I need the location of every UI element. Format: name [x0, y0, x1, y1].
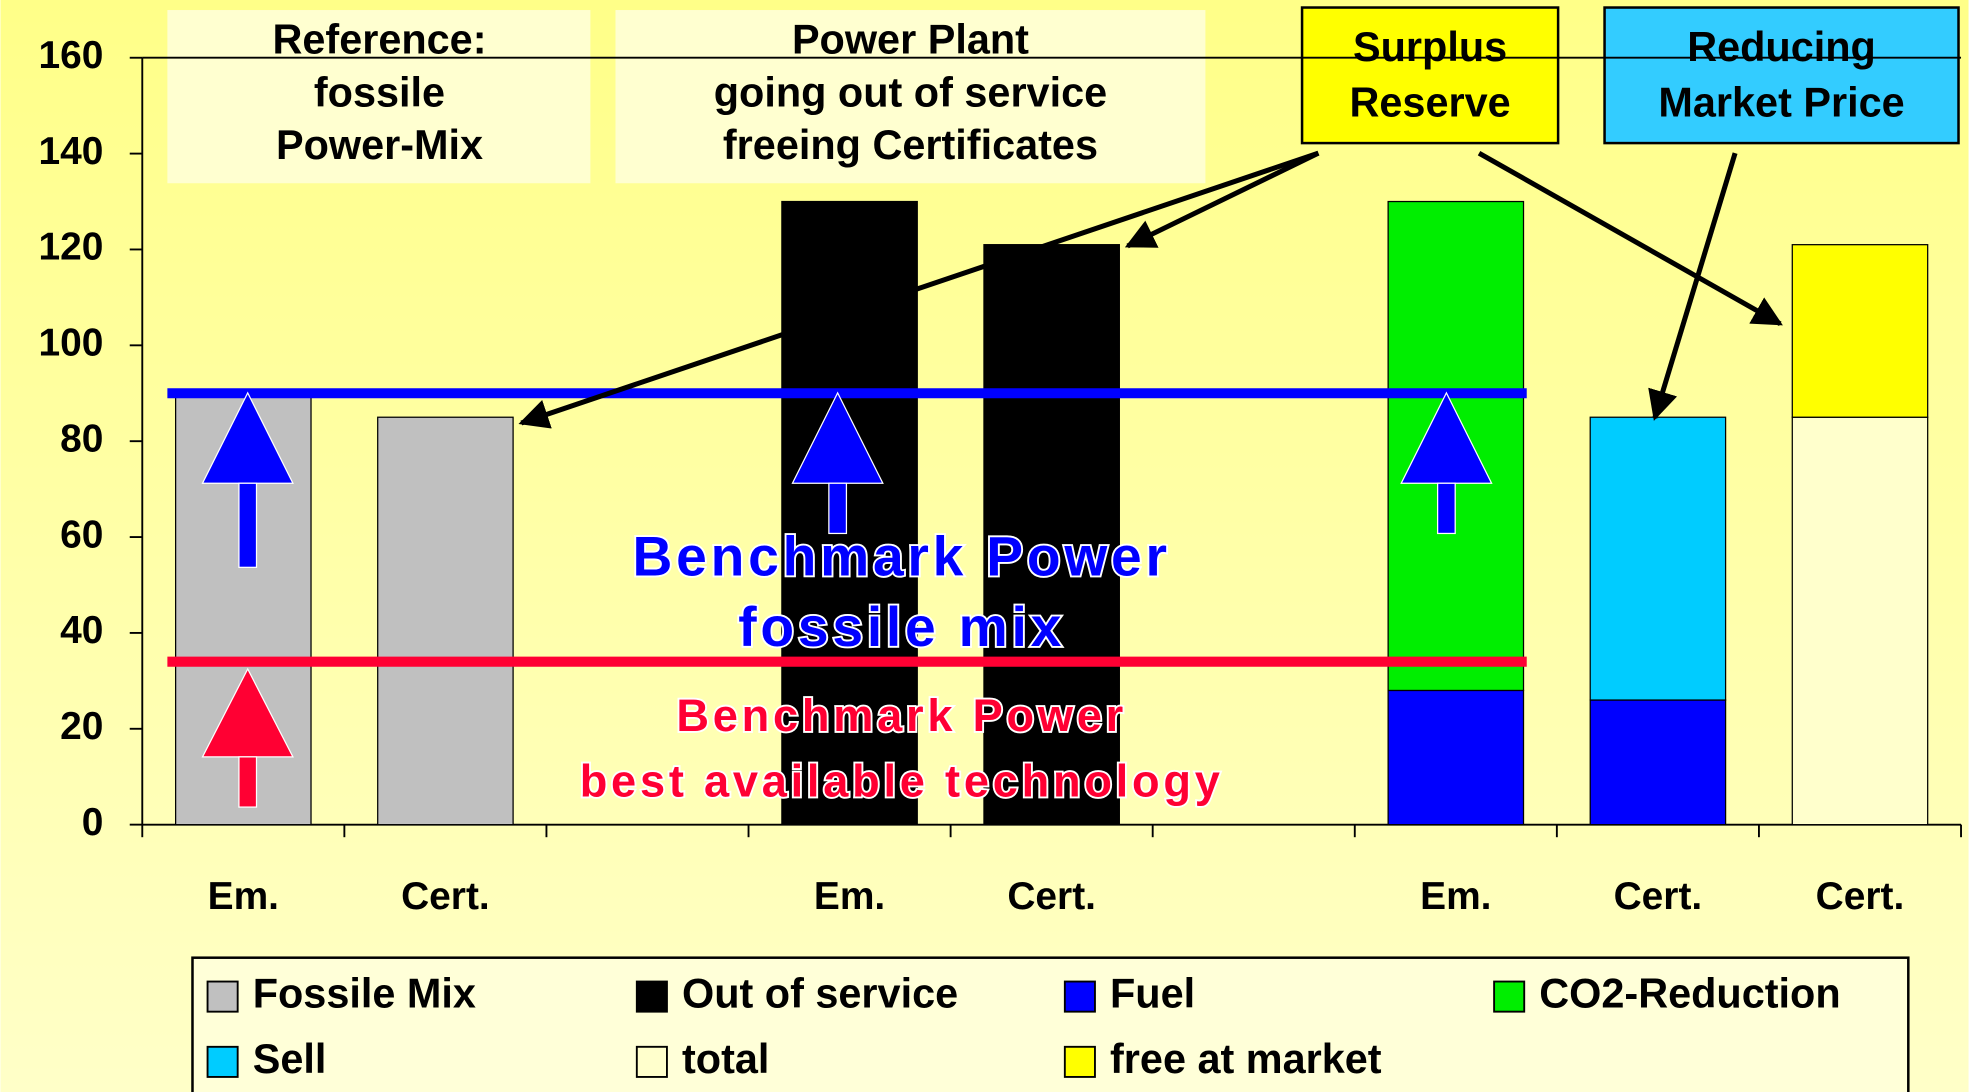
x-tick-label: Cert. — [401, 875, 490, 918]
bar — [1791, 244, 1929, 418]
legend-swatch — [635, 980, 668, 1013]
pointer-arrow — [1648, 152, 1738, 421]
y-tick-label: 140 — [38, 130, 103, 173]
pointer-arrow — [1477, 150, 1783, 327]
legend-label: Sell — [253, 1036, 327, 1082]
bar — [377, 416, 514, 826]
arrow-shaft — [238, 482, 258, 568]
y-tick-label: 100 — [38, 322, 103, 365]
bar — [1589, 699, 1727, 826]
annotation: Power-Mix — [276, 122, 483, 168]
annotation-box — [1603, 6, 1960, 145]
annotation: Market Price — [1658, 79, 1904, 125]
legend-label: total — [682, 1036, 769, 1082]
reference-label: Benchmark Power — [676, 690, 1127, 741]
pointer-arrow — [518, 150, 1320, 429]
x-tick-label: Cert. — [1614, 875, 1703, 918]
bar — [1387, 689, 1525, 826]
x-tick-label: Cert. — [1007, 875, 1096, 918]
y-tick-label: 60 — [60, 513, 103, 556]
legend-swatch — [1493, 980, 1526, 1013]
x-tick-label: Em. — [1420, 875, 1491, 918]
annotation: freeing Certificates — [723, 122, 1098, 168]
y-tick-label: 120 — [38, 226, 103, 269]
annotation: fossile — [314, 69, 445, 115]
plot: 0 20 40 60 80 100 120 140 160 Em. Cert. Em. Cert. Em.… — [38, 34, 1962, 918]
annotation: Reserve — [1350, 79, 1511, 125]
legend-swatch — [1063, 980, 1096, 1013]
y-tick-label: 40 — [60, 609, 103, 652]
pointer-arrow — [1124, 150, 1320, 249]
arrow-shaft — [238, 756, 258, 808]
legend-swatch — [206, 980, 239, 1013]
y-tick-label: 160 — [38, 34, 103, 77]
annotation: Reference: — [272, 17, 486, 63]
reference-label: best available technology — [580, 755, 1224, 806]
legend-swatch — [206, 1045, 239, 1078]
legend-label: Out of service — [682, 971, 958, 1017]
annotation-box — [615, 10, 1206, 184]
annotation-boxes — [167, 6, 1960, 184]
legend-swatch — [635, 1045, 668, 1078]
legend-label: CO2-Reduction — [1539, 971, 1840, 1017]
reference-label: fossile mix — [738, 596, 1065, 658]
arrow-shaft — [1436, 482, 1456, 535]
y-tick-label: 0 — [82, 801, 104, 844]
reference-label: Benchmark Power — [633, 526, 1171, 588]
annotation-box — [1300, 6, 1560, 145]
annotation: Surplus — [1353, 24, 1507, 70]
arrow-shaft — [828, 482, 848, 535]
legend-label: Fossile Mix — [253, 971, 476, 1017]
legend-label: free at market — [1110, 1036, 1382, 1082]
annotation: going out of service — [714, 69, 1107, 115]
bar — [1589, 416, 1727, 701]
y-tick-label: 20 — [60, 705, 103, 748]
legend-box — [191, 956, 1910, 1092]
legend-label: Fuel — [1110, 971, 1195, 1017]
bar — [1791, 416, 1929, 826]
annotation-box — [167, 10, 591, 184]
annotation: Power Plant — [792, 17, 1029, 63]
y-tick-label: 80 — [60, 417, 103, 460]
decorations — [201, 150, 1783, 808]
legend-swatch — [1063, 1045, 1096, 1078]
x-tick-label: Em. — [208, 875, 279, 918]
x-tick-label: Cert. — [1816, 875, 1905, 918]
bar — [983, 244, 1120, 826]
x-tick-label: Em. — [814, 875, 885, 918]
bar — [781, 200, 918, 826]
annotation: Reducing — [1687, 24, 1876, 70]
